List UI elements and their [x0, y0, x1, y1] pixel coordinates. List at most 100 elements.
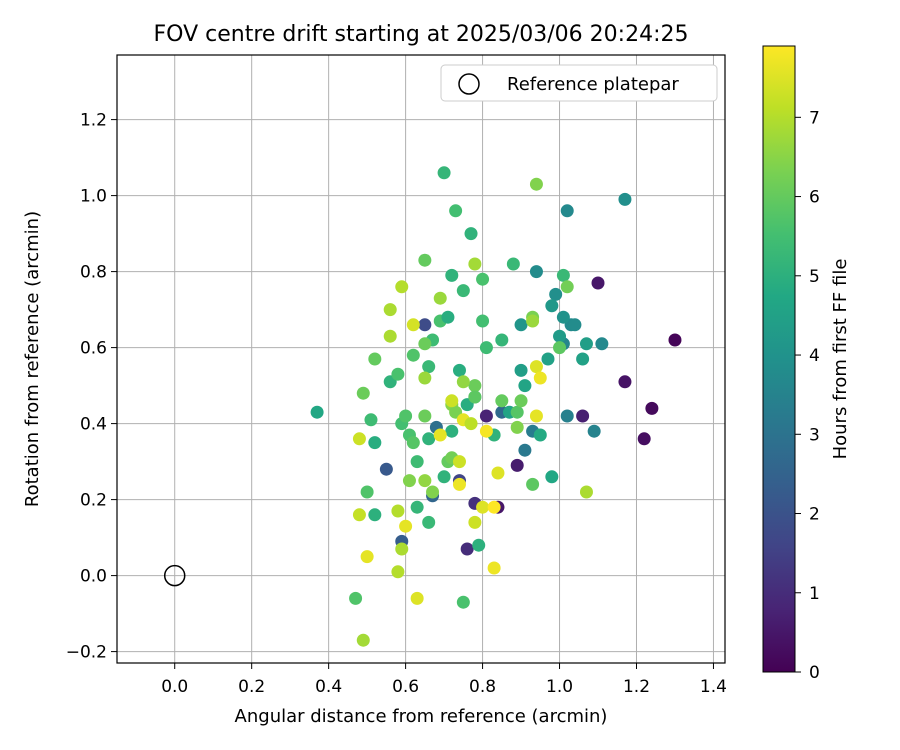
x-tick-label: 0.2: [238, 677, 265, 697]
data-point: [479, 409, 493, 423]
data-point: [668, 333, 682, 347]
data-point: [549, 287, 563, 301]
data-point: [356, 633, 370, 647]
data-point: [468, 257, 482, 271]
y-tick-label: 1.0: [80, 187, 107, 207]
data-point: [452, 363, 466, 377]
colorbar-label: Hours from first FF file: [830, 259, 851, 460]
data-point: [464, 417, 478, 431]
data-point: [518, 379, 532, 393]
data-point: [579, 485, 593, 499]
data-point: [514, 318, 528, 332]
data-point: [487, 561, 501, 575]
data-point: [479, 424, 493, 438]
data-point: [491, 466, 505, 480]
colorbar-tick-label: 1: [809, 584, 820, 604]
data-point: [352, 432, 366, 446]
data-point: [576, 409, 590, 423]
data-point: [310, 405, 324, 419]
data-point: [529, 360, 543, 374]
x-tick-label: 1.0: [546, 677, 573, 697]
data-point: [410, 500, 424, 514]
legend-label: Reference platepar: [507, 74, 679, 95]
data-point: [464, 227, 478, 241]
data-point: [426, 485, 440, 499]
data-point: [418, 318, 432, 332]
data-point: [437, 166, 451, 180]
data-point: [553, 341, 567, 355]
data-point: [410, 455, 424, 469]
data-point: [449, 204, 463, 218]
data-point: [591, 276, 605, 290]
data-point: [418, 253, 432, 267]
data-point: [595, 337, 609, 351]
data-point: [349, 591, 363, 605]
x-tick-label: 1.4: [700, 677, 727, 697]
data-point: [456, 595, 470, 609]
data-point: [472, 538, 486, 552]
data-point: [418, 337, 432, 351]
data-point: [468, 379, 482, 393]
x-tick-label: 1.2: [623, 677, 650, 697]
reference-platepar-marker: [163, 564, 186, 587]
legend: Reference platepar: [440, 64, 718, 102]
data-point: [437, 470, 451, 484]
data-point: [576, 352, 590, 366]
grid: [117, 55, 725, 663]
data-point: [445, 394, 459, 408]
data-point: [587, 424, 601, 438]
x-tick-label: 0.6: [392, 677, 419, 697]
colorbar-tick-label: 2: [809, 505, 820, 525]
data-point: [568, 318, 582, 332]
data-point: [433, 428, 447, 442]
data-point: [618, 375, 632, 389]
data-point: [422, 515, 436, 529]
y-tick-label: −0.2: [66, 643, 107, 663]
data-point: [433, 291, 447, 305]
colorbar-ticks: 0 1 2 3 4 5 6 7: [795, 108, 820, 683]
data-point: [479, 341, 493, 355]
data-point: [456, 375, 470, 389]
data-point: [456, 284, 470, 298]
data-point: [445, 424, 459, 438]
data-point: [476, 272, 490, 286]
data-points: [310, 166, 682, 647]
data-point: [556, 268, 570, 282]
data-point: [406, 348, 420, 362]
data-point: [368, 352, 382, 366]
y-tick-label: 0.8: [80, 263, 107, 283]
data-point: [533, 428, 547, 442]
data-point: [579, 337, 593, 351]
data-point: [452, 477, 466, 491]
data-point: [383, 303, 397, 317]
data-point: [476, 314, 490, 328]
x-tick-label: 0.4: [315, 677, 342, 697]
data-point: [422, 432, 436, 446]
data-point: [545, 470, 559, 484]
data-point: [526, 314, 540, 328]
data-point: [399, 409, 413, 423]
data-point: [368, 508, 382, 522]
y-tick-label: 0.2: [80, 491, 107, 511]
data-point: [560, 280, 574, 294]
data-point: [395, 280, 409, 294]
data-point: [445, 268, 459, 282]
data-point: [391, 367, 405, 381]
data-point: [410, 591, 424, 605]
data-point: [418, 474, 432, 488]
plot-frame: [116, 54, 726, 664]
x-axis-ticks: 0.0 0.2 0.4 0.6 0.8 1.0 1.2 1.4: [161, 663, 727, 697]
data-point: [529, 409, 543, 423]
data-point: [514, 363, 528, 377]
y-axis-ticks: −0.2 0.0 0.2 0.4 0.6 0.8 1.0 1.2: [66, 111, 117, 663]
data-point: [368, 436, 382, 450]
data-point: [529, 177, 543, 191]
data-point: [637, 432, 651, 446]
data-point: [379, 462, 393, 476]
data-point: [406, 436, 420, 450]
data-point: [495, 394, 509, 408]
chart-title: FOV centre drift starting at 2025/03/06 …: [154, 22, 689, 47]
data-point: [352, 508, 366, 522]
y-axis-label: Rotation from reference (arcmin): [22, 211, 43, 507]
